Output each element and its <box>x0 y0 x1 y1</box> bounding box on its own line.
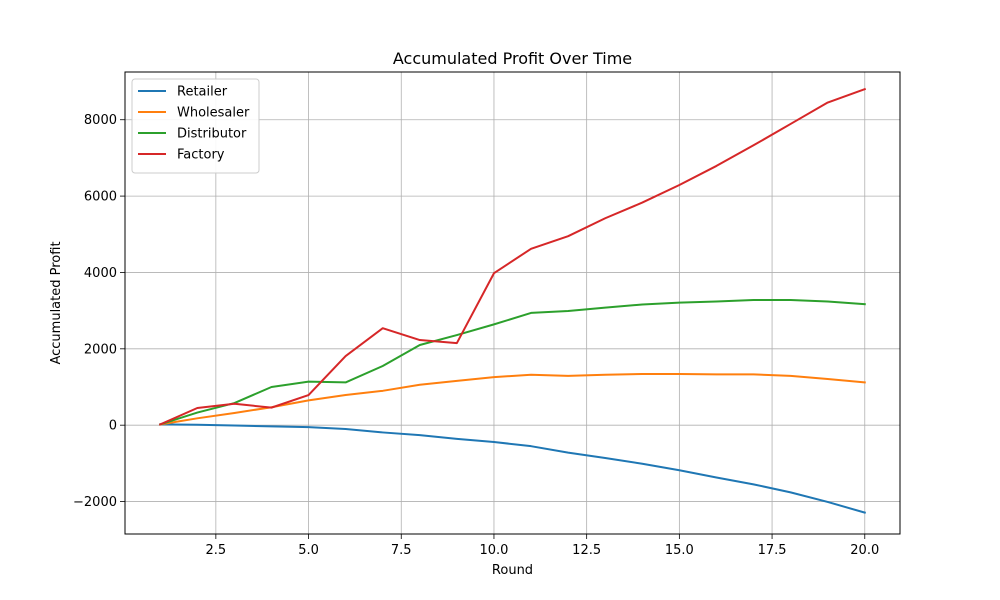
series-lines <box>158 87 867 514</box>
x-axis-ticks: 2.5 5.0 7.5 10.0 12.5 15.0 17.5 20.0 <box>206 534 879 558</box>
x-tick-label: 5.0 <box>298 543 319 558</box>
legend-box <box>131 78 260 174</box>
legend-label-factory: Factory <box>177 148 225 163</box>
y-tick-label: 6000 <box>84 190 117 205</box>
x-tick-label: 12.5 <box>572 543 601 558</box>
x-tick-label: 17.5 <box>758 543 787 558</box>
plot-area-frame <box>124 71 901 535</box>
legend: Retailer Wholesaler Distributor Factory <box>131 78 260 174</box>
y-tick-label: 0 <box>109 419 117 434</box>
y-tick-label: 8000 <box>84 113 117 128</box>
x-tick-label: 20.0 <box>850 543 879 558</box>
grid-lines <box>125 72 900 534</box>
series-line-distributor <box>158 298 866 426</box>
x-tick-label: 7.5 <box>391 543 412 558</box>
series-line-retailer <box>159 423 867 514</box>
legend-label-wholesaler: Wholesaler <box>177 106 250 121</box>
x-tick-label: 15.0 <box>665 543 694 558</box>
y-tick-label: 4000 <box>84 266 117 281</box>
y-axis-title: Accumulated Profit <box>49 241 64 364</box>
x-tick-label: 2.5 <box>206 543 227 558</box>
legend-label-retailer: Retailer <box>177 85 228 100</box>
y-tick-label: −2000 <box>73 495 117 510</box>
y-axis-ticks: −2000 0 2000 4000 6000 8000 <box>73 113 125 510</box>
y-tick-label: 2000 <box>84 342 117 357</box>
chart-title: Accumulated Profit Over Time <box>393 49 632 68</box>
x-axis-title: Round <box>492 563 533 578</box>
legend-label-distributor: Distributor <box>177 127 247 142</box>
series-line-factory <box>158 87 867 426</box>
x-tick-label: 10.0 <box>479 543 508 558</box>
